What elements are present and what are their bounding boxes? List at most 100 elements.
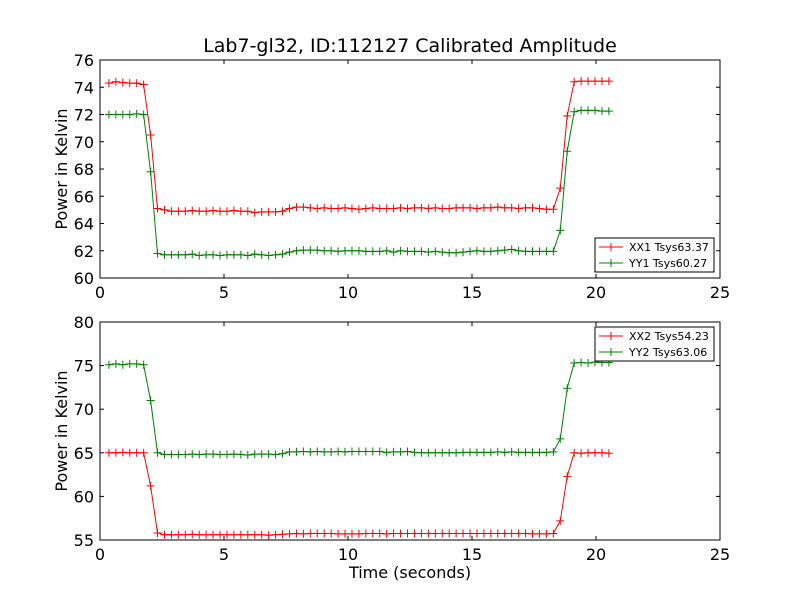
data-point	[549, 529, 558, 538]
data-point	[486, 448, 495, 457]
data-point	[479, 529, 488, 538]
data-point	[535, 529, 544, 538]
data-point	[542, 448, 551, 457]
data-point	[382, 448, 391, 457]
data-point	[111, 77, 120, 86]
plot-frame	[99, 321, 721, 541]
y-tick-label: 65	[74, 444, 94, 463]
data-point	[459, 248, 468, 257]
data-point	[334, 247, 343, 256]
data-point	[584, 106, 593, 115]
data-point	[188, 530, 197, 539]
data-point	[299, 447, 308, 456]
data-point	[563, 384, 572, 393]
data-point	[354, 447, 363, 456]
data-point	[195, 530, 204, 539]
data-point	[597, 107, 606, 116]
data-point	[389, 529, 398, 538]
x-tick-label: 10	[338, 545, 358, 564]
data-point	[591, 77, 600, 86]
data-point	[118, 360, 127, 369]
data-point	[375, 204, 384, 213]
data-point	[195, 251, 204, 260]
legend-box	[594, 326, 715, 362]
data-point	[271, 530, 280, 539]
data-point	[153, 448, 162, 457]
data-point	[327, 204, 336, 213]
y-tick-label: 76	[74, 51, 94, 70]
legend-box	[594, 237, 715, 273]
data-point	[222, 450, 231, 459]
data-point	[299, 529, 308, 538]
data-point	[577, 358, 586, 367]
data-point	[209, 206, 218, 215]
data-point	[216, 251, 225, 260]
data-point	[188, 250, 197, 259]
data-point	[507, 447, 516, 456]
data-point	[132, 79, 141, 88]
legend-label: XX1 Tsys63.37	[629, 241, 709, 254]
data-point	[389, 204, 398, 213]
data-point	[563, 111, 572, 120]
x-tick-label: 15	[462, 283, 482, 302]
data-point	[577, 106, 586, 115]
data-point	[493, 246, 502, 255]
top-panel: 0 5 10 15 20 25 60 62 64 66 68 70 72 74 76 Power in Kel…	[52, 51, 730, 302]
data-point	[174, 207, 183, 216]
data-point	[514, 204, 523, 213]
data-point	[132, 448, 141, 457]
data-point	[347, 447, 356, 456]
data-point	[396, 203, 405, 212]
data-point	[556, 226, 565, 235]
data-point	[181, 450, 190, 459]
data-point	[347, 204, 356, 213]
data-point	[445, 248, 454, 257]
data-point	[452, 448, 461, 457]
data-point	[459, 448, 468, 457]
data-point	[542, 247, 551, 256]
data-point	[271, 250, 280, 259]
data-point	[167, 250, 176, 259]
data-point	[209, 450, 218, 459]
data-point	[396, 447, 405, 456]
data-point	[479, 247, 488, 256]
data-point	[229, 206, 238, 215]
data-point	[146, 167, 155, 176]
data-point	[146, 396, 155, 405]
data-point	[278, 530, 287, 539]
data-point	[528, 529, 537, 538]
data-point	[549, 247, 558, 256]
y-tick-label: 62	[74, 242, 94, 261]
data-point	[466, 529, 475, 538]
data-point	[202, 530, 211, 539]
data-point	[417, 529, 426, 538]
data-point	[500, 203, 509, 212]
data-point	[292, 447, 301, 456]
x-tick-label: 0	[95, 545, 105, 564]
data-point	[257, 207, 266, 216]
data-point	[306, 246, 315, 255]
data-point	[125, 79, 134, 88]
data-point	[111, 110, 120, 119]
data-point	[188, 206, 197, 215]
data-point	[368, 247, 377, 256]
data-point	[514, 529, 523, 538]
data-point	[466, 247, 475, 256]
data-point	[604, 77, 613, 86]
data-point	[521, 448, 530, 457]
data-point	[174, 450, 183, 459]
data-point	[202, 207, 211, 216]
data-point	[250, 530, 259, 539]
data-point	[104, 360, 113, 369]
data-point	[410, 448, 419, 457]
data-point	[125, 359, 134, 368]
data-point	[396, 246, 405, 255]
data-point	[375, 529, 384, 538]
data-point	[153, 249, 162, 258]
data-point	[146, 481, 155, 490]
data-point	[375, 447, 384, 456]
y-tick-label: 60	[74, 269, 94, 288]
y-axis-label: Power in Kelvin	[52, 108, 71, 229]
series-2	[104, 358, 613, 459]
data-point	[521, 203, 530, 212]
